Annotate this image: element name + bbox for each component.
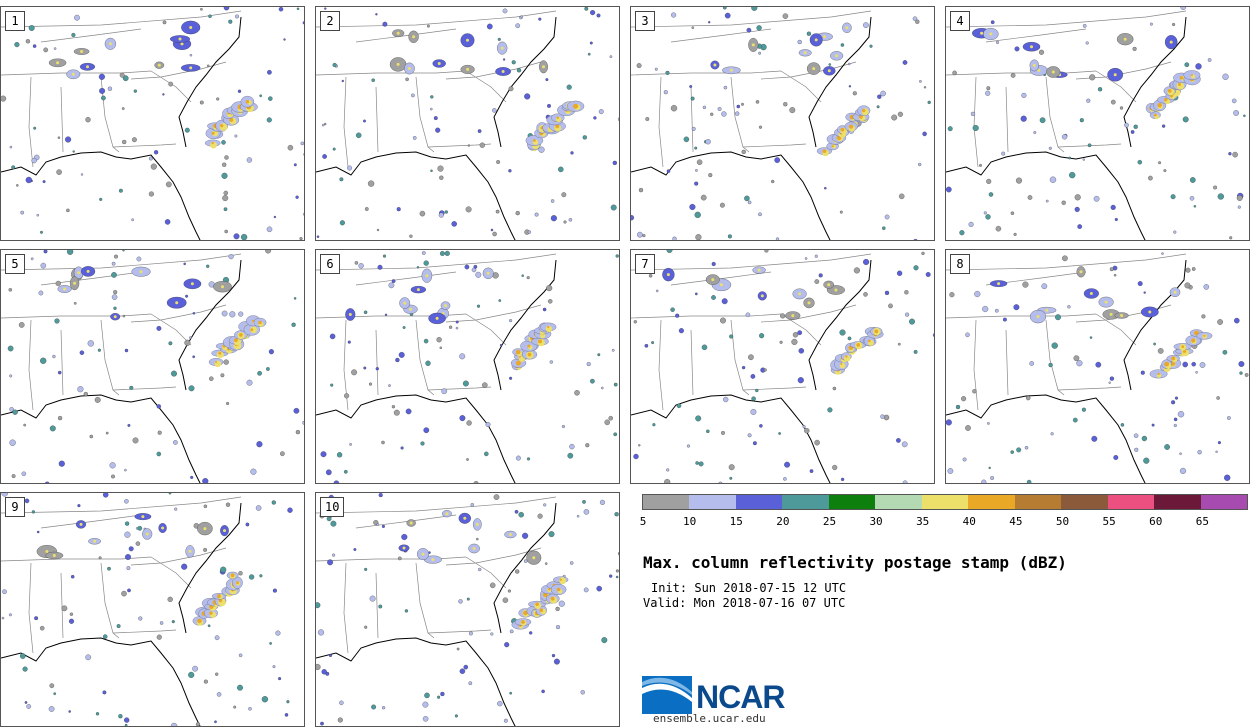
colorbar-tick-label: 40: [962, 515, 976, 528]
colorbar-tick-label: 5: [639, 515, 647, 528]
colorbar-segment: [1014, 495, 1062, 509]
panel-label: 6: [320, 254, 340, 274]
map-panel-3: 3: [630, 6, 935, 241]
panel-label: 1: [5, 11, 25, 31]
colorbar-segment: [689, 495, 736, 509]
colorbar-segment: [643, 495, 690, 509]
map-1: [1, 7, 304, 240]
colorbar-segment: [735, 495, 783, 509]
colorbar-tick-label: 55: [1102, 515, 1116, 528]
map-3: [631, 7, 931, 240]
colorbar-tick-label: 15: [729, 515, 743, 528]
chart-title: Max. column reflectivity postage stamp (…: [643, 553, 1067, 572]
ncar-logo-icon: [642, 676, 692, 714]
colorbar-tick-labels: 5 10 15 20 25 30 35 40 45 50 55 60 65: [639, 515, 1248, 529]
map-10: [316, 493, 619, 726]
colorbar-segment: [1200, 495, 1248, 509]
colorbar-segment: [828, 495, 876, 509]
map-9: [1, 493, 293, 726]
colorbar-tick-label: 60: [1149, 515, 1163, 528]
map-panel-2: 2: [315, 6, 620, 241]
map-2: [316, 7, 619, 240]
map-panel-8: 8: [945, 249, 1250, 484]
map-panel-1: 1: [0, 6, 305, 241]
map-panel-4: 4: [945, 6, 1250, 241]
map-6: [316, 250, 619, 483]
colorbar-tick-label: 35: [916, 515, 930, 528]
reflectivity-colorbar: [642, 494, 1248, 510]
site-url: ensemble.ucar.edu: [653, 712, 766, 725]
map-panel-9: 9: [0, 492, 305, 727]
colorbar-segment: [1061, 495, 1108, 509]
panel-label: 5: [5, 254, 25, 274]
panel-label: 8: [950, 254, 970, 274]
colorbar-tick-label: 25: [822, 515, 837, 528]
panel-label: 3: [635, 11, 655, 31]
map-5: [1, 250, 304, 483]
map-panel-10: 10: [315, 492, 620, 727]
colorbar-tick-label: 10: [682, 515, 697, 528]
map-8: [946, 252, 1249, 483]
map-panel-7: 7: [630, 249, 935, 484]
colorbar-tick-label: 30: [869, 515, 883, 528]
colorbar-segment: [968, 495, 1015, 509]
panel-label: 7: [635, 254, 655, 274]
map-7: [631, 250, 934, 483]
init-time: Init: Sun 2018-07-15 12 UTC: [651, 581, 847, 595]
panel-label: 10: [320, 497, 345, 517]
ncar-logo-text: NCAR: [696, 679, 785, 715]
colorbar-segment: [921, 495, 969, 509]
colorbar-tick-label: 50: [1055, 515, 1070, 528]
map-4: [946, 7, 1246, 240]
panel-label: 9: [5, 497, 25, 517]
colorbar-segment: [875, 495, 922, 509]
valid-time: Valid: Mon 2018-07-16 07 UTC: [643, 596, 846, 610]
colorbar-tick-label: 20: [776, 515, 790, 528]
colorbar-tick-label: 45: [1009, 515, 1023, 528]
map-panel-6: 6: [315, 249, 620, 484]
panel-label: 2: [320, 11, 340, 31]
map-panel-5: 5: [0, 249, 305, 484]
colorbar-segment: [1107, 495, 1155, 509]
colorbar-segment: [1154, 495, 1201, 509]
colorbar-segment: [782, 495, 829, 509]
colorbar-tick-label: 65: [1195, 515, 1209, 528]
panel-label: 4: [950, 11, 970, 31]
